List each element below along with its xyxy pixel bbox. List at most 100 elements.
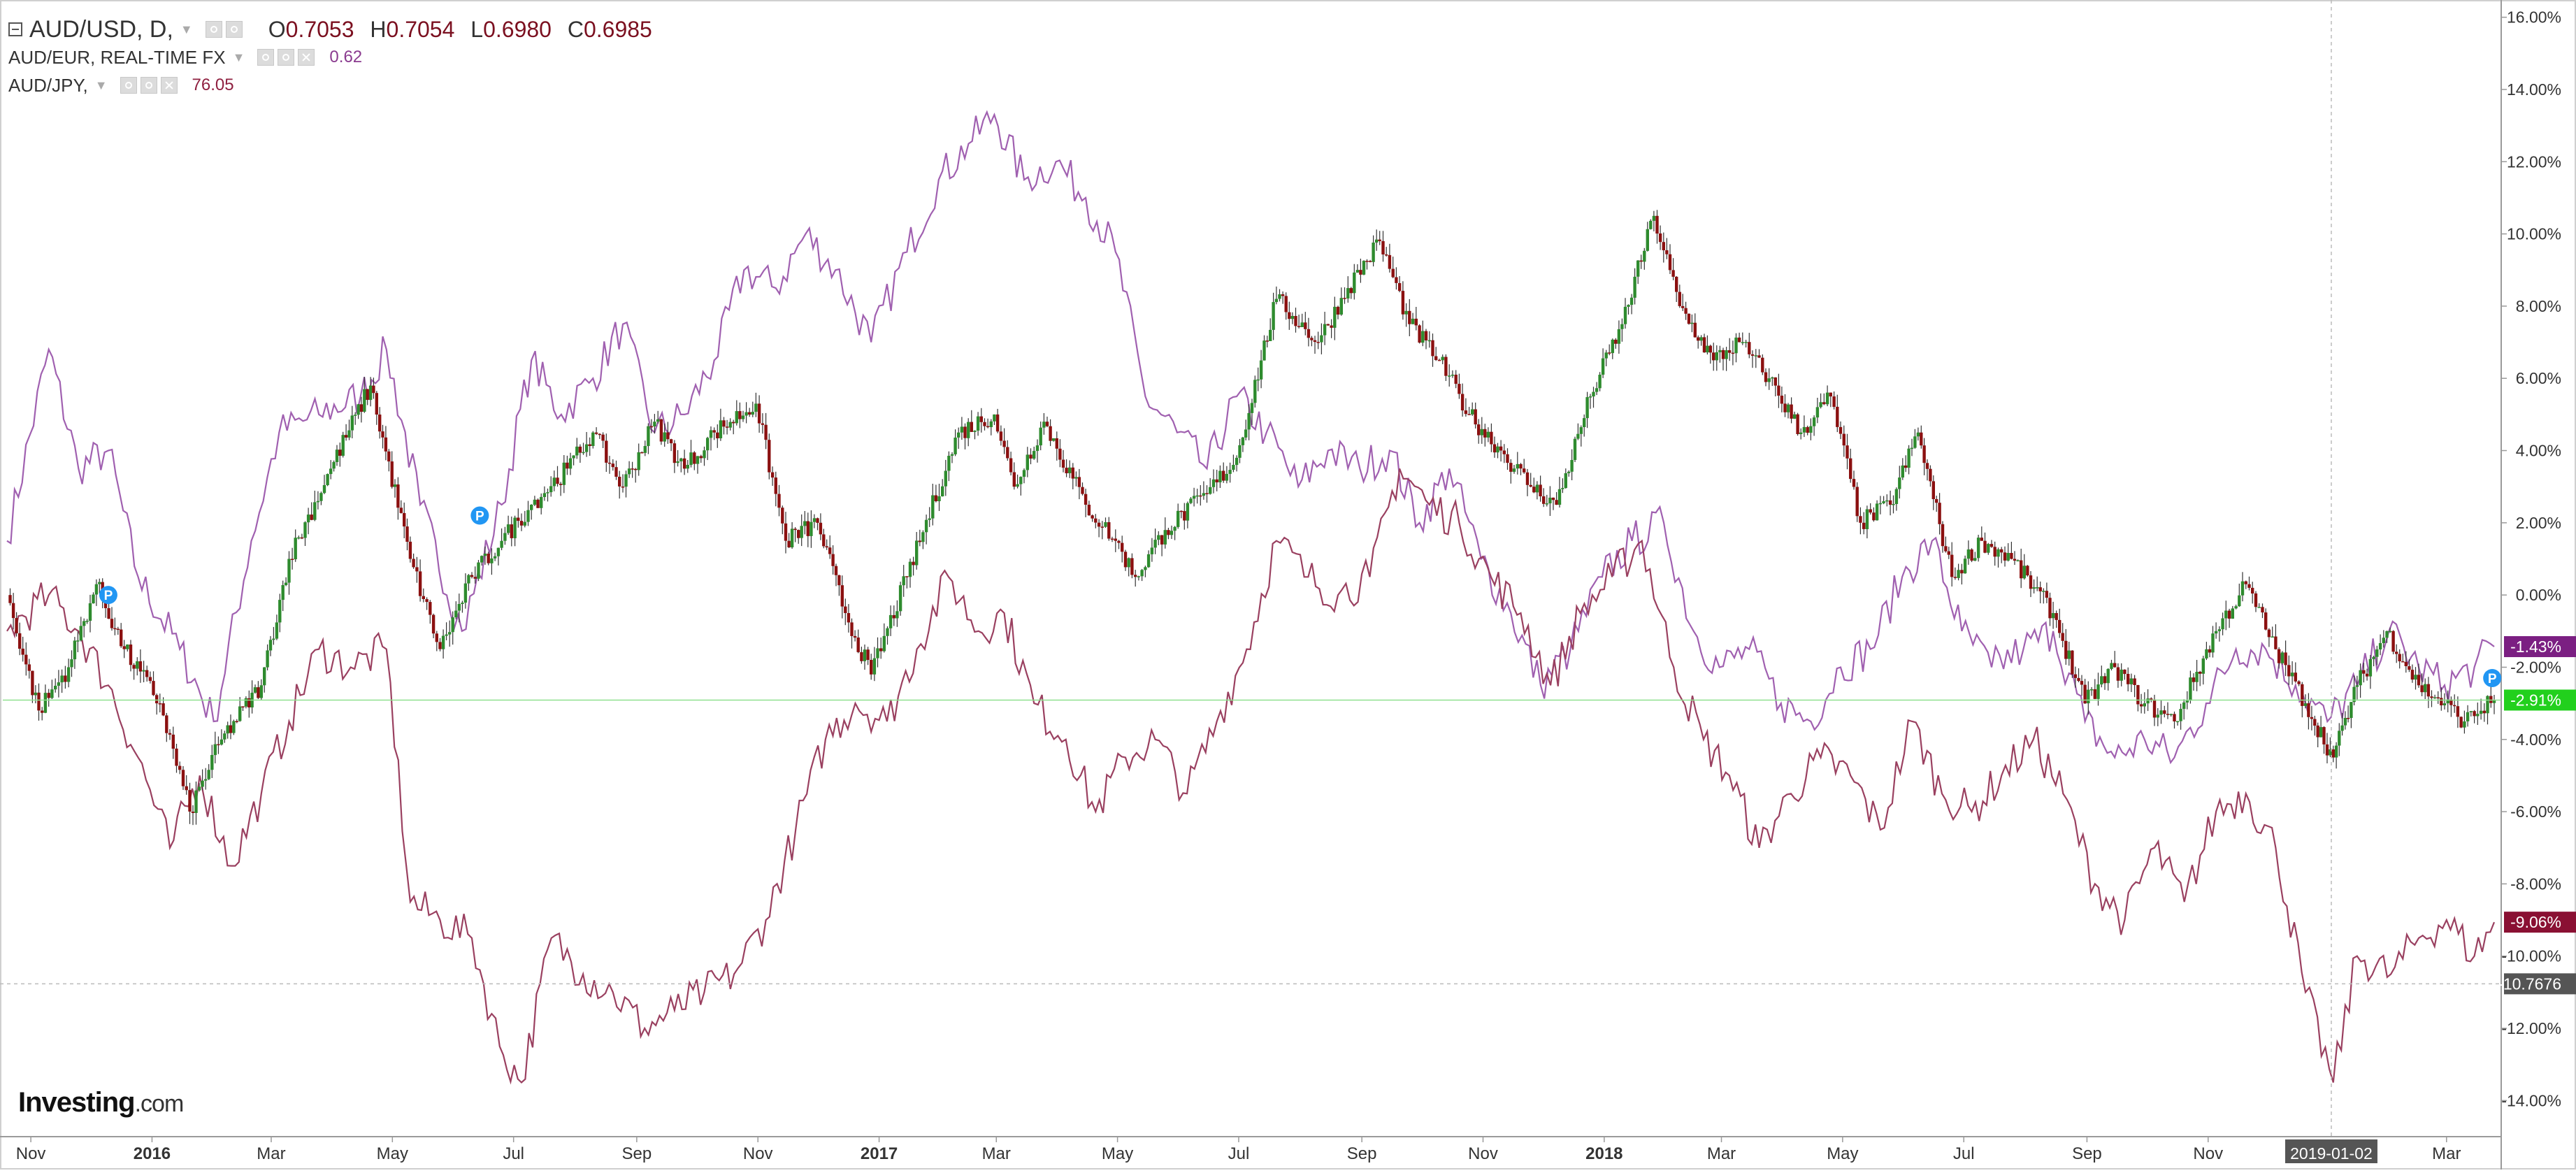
candle-body [611,463,614,468]
candle-body [381,431,384,438]
close-icon[interactable] [160,77,178,94]
candle-body [2159,710,2163,715]
candle-body [686,465,689,469]
candle-body [1281,294,1285,296]
candle-body [2038,587,2042,591]
candle-body [1885,500,1889,502]
gear-icon[interactable] [140,77,157,94]
candle-body [709,430,713,438]
candle-body [517,517,520,521]
y-tick-label: 4.00% [2516,442,2561,460]
candle-body [1326,324,1330,326]
candle-body [2211,633,2215,653]
candle-body [448,632,452,635]
candle-body [1598,375,1602,389]
candle-body [24,654,28,665]
candle-body [284,582,288,585]
chevron-down-icon[interactable]: ▼ [94,78,108,92]
candle-body [281,585,285,600]
candle-body [1272,302,1275,330]
candle-body [770,472,775,478]
candle-body [247,698,251,707]
eye-icon[interactable] [205,21,222,38]
candle-body [2195,672,2199,682]
candle-body [744,412,748,416]
candle-body [1179,510,1183,512]
chevron-down-icon[interactable]: ▼ [232,50,245,64]
candle-body [582,452,585,454]
candle-body [566,462,569,469]
candle-body [1754,355,1757,357]
candle-body [1009,458,1013,473]
collapse-icon[interactable] [8,22,22,36]
candle-body [1247,412,1251,430]
candle-body [204,779,208,781]
eye-icon[interactable] [120,77,137,94]
candle-body [1790,404,1793,419]
candle-body [1941,524,1945,547]
candle-body [1304,322,1307,329]
candle-body [825,546,828,548]
candle-body [540,496,543,508]
candle-body [1557,489,1562,505]
candle-body [810,521,813,536]
candle-body [732,422,735,424]
candle-body [253,687,257,693]
gear-icon[interactable] [225,21,243,38]
candle-body [326,474,329,485]
low-label: L [470,16,484,42]
gear-icon[interactable] [278,49,295,66]
candle-body [1825,392,1829,405]
chevron-down-icon[interactable]: ▼ [180,22,193,36]
candle-body [107,608,110,619]
candle-body [1702,337,1706,353]
close-icon[interactable] [298,49,315,66]
candle-body [217,744,220,746]
x-tick-label: Jul [1228,1144,1250,1163]
candle-body [1780,396,1784,404]
cursor-date-badge-bg [2284,1139,2377,1163]
candle-body [2199,672,2202,674]
candle-body [2029,575,2033,589]
candle-body [1381,240,1385,254]
candle-body [322,485,326,494]
candle-body [1608,352,1611,354]
candle-body [2482,710,2486,714]
candle-body [2362,670,2366,674]
candle-body [1737,337,1741,343]
candle-body [1256,379,1260,381]
candle-body [1668,254,1672,271]
candle-body [888,614,893,628]
candle-body [1561,488,1564,489]
candle-body [363,389,366,412]
investing-logo: Investing.com [18,1087,184,1118]
candle-body [1963,559,1967,574]
candle-body [999,431,1003,441]
candle-body [784,523,788,541]
candle-body [513,517,517,538]
candle-body [47,693,50,698]
candle-body [1529,484,1532,487]
legend-row-audeur: AUD/EUR, REAL-TIME FX ▼ 0.62 [8,43,652,71]
candle-body [1822,402,1826,405]
eye-icon[interactable] [257,49,275,66]
candle-body [2466,712,2470,721]
candle-body [223,733,226,740]
candle-body [129,645,133,665]
candle-body [2217,629,2222,631]
candle-body [2359,670,2362,686]
candle-body [1907,448,1911,468]
y-tick-label: 8.00% [2516,297,2561,315]
candle-body [2113,663,2117,668]
candle-body [1671,270,1675,277]
candle-body [1777,385,1780,396]
candle-body [607,462,612,464]
event-marker-circle [470,506,489,525]
candle-body [1693,322,1697,338]
candle-body [384,437,388,452]
candle-body [263,667,266,686]
candle-body [937,496,941,501]
candle-body [2277,649,2281,663]
